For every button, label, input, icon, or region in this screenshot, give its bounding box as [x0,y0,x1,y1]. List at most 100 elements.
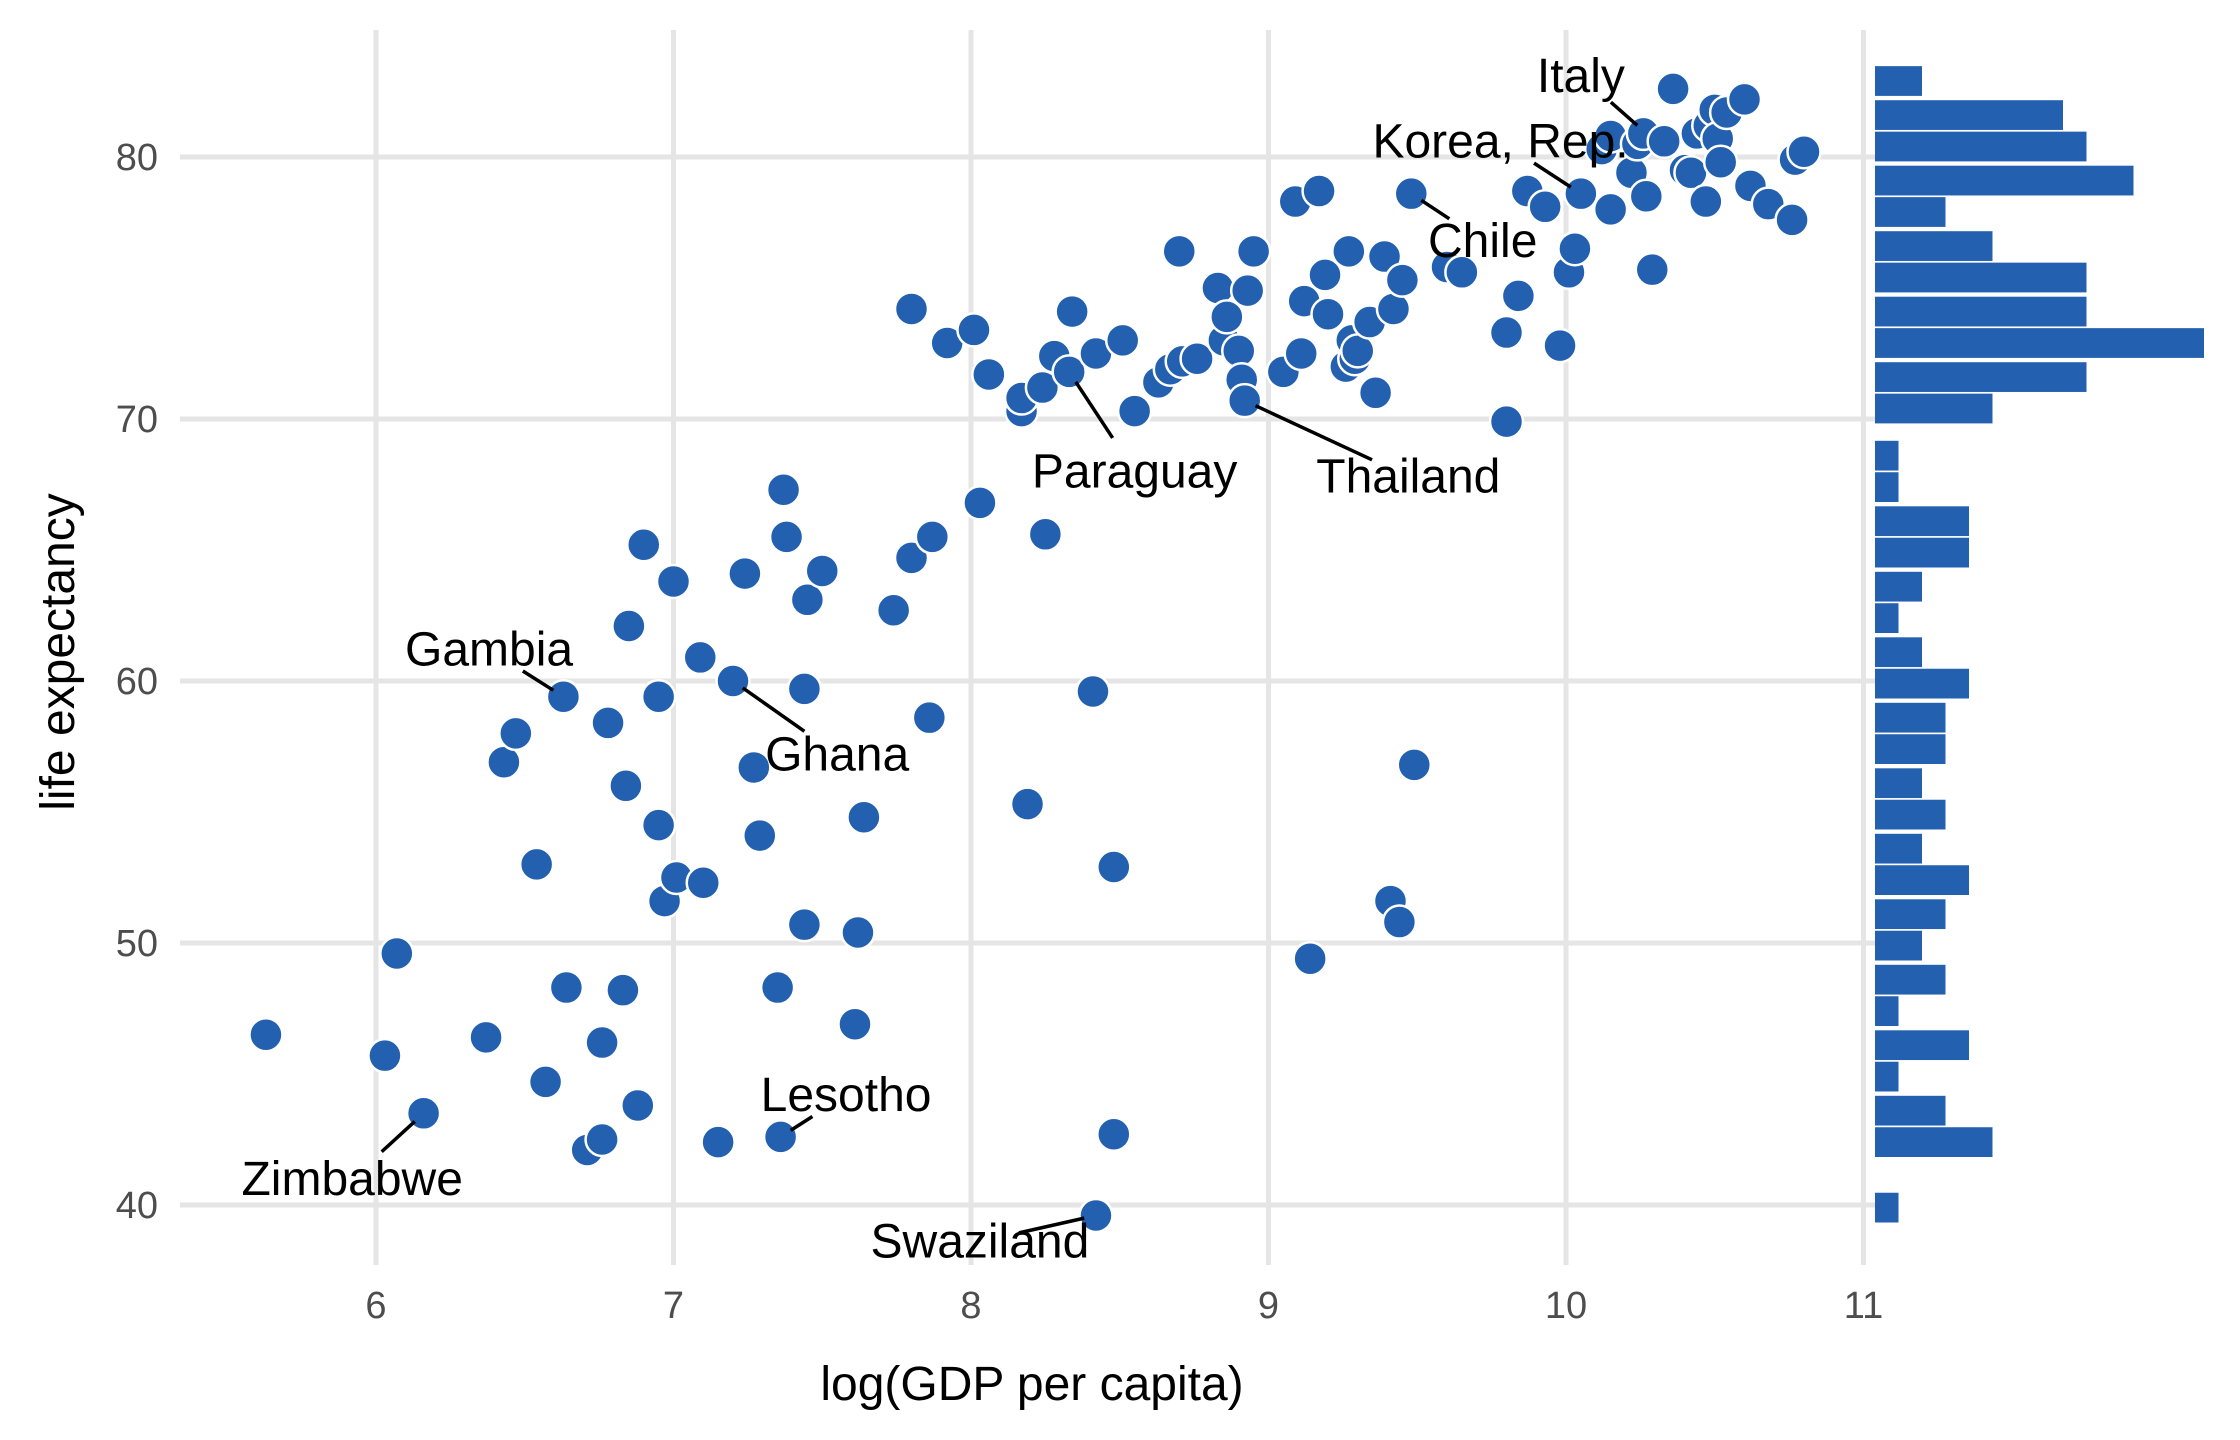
data-point [1096,1116,1132,1153]
data-point [1774,202,1810,238]
data-point [626,527,662,563]
y-tick-label: 60 [116,661,158,703]
x-tick-label: 8 [960,1285,981,1327]
y-tick-label: 40 [116,1185,158,1227]
marginal-histogram [1875,66,2204,1223]
annotation-label: Lesotho [761,1069,932,1122]
data-point [545,678,582,715]
data-point [1384,262,1421,298]
histogram-bar [1875,1030,1969,1061]
data-point [893,540,930,576]
data-point [1229,272,1266,309]
data-point [590,705,626,741]
point-annotations: Italy Korea, Rep. Chile Paraguay Thailand Gam… [241,50,1639,1269]
data-point [1310,296,1346,332]
histogram-bar [1875,1127,1993,1157]
annotation-leader [789,1115,814,1132]
histogram-bar [1875,833,1922,864]
data-point [1786,134,1822,170]
data-point [248,1016,284,1053]
data-point [971,356,1007,393]
histogram-bar [1875,1095,1946,1126]
histogram-bar [1875,131,2087,162]
x-tick-label: 6 [365,1285,386,1327]
histogram-bar [1875,734,1946,764]
data-point [620,1087,656,1124]
data-point [685,864,721,901]
x-axis-title: log(GDP per capita) [820,1358,1243,1411]
data-point [1051,354,1087,390]
histogram-bar [1875,702,1946,733]
data-point [498,715,534,752]
data-point [1488,403,1525,440]
data-point [608,768,644,804]
data-point [786,671,823,707]
x-tick-label: 11 [1844,1285,1883,1327]
data-point [846,799,882,835]
histogram-bar [1875,996,1899,1026]
data-point [1161,233,1197,270]
annotation-label: Ghana [765,728,909,781]
histogram-bar [1875,296,2087,327]
annotation-leader [1609,100,1639,127]
data-point [611,608,647,644]
annotation-leader [741,686,806,733]
annotation-label: Korea, Rep. [1372,115,1628,168]
data-point [715,663,751,699]
data-point [548,969,585,1006]
data-point [1235,233,1272,270]
data-point [1393,175,1430,212]
data-point [1104,322,1141,359]
annotation-label: Italy [1537,50,1625,103]
annotation-leader [521,669,555,692]
data-point [736,749,772,786]
data-point [379,935,415,972]
data-point [605,972,641,1008]
data-points [248,71,1822,1234]
data-point [804,553,840,589]
data-point [1563,175,1599,212]
histogram-bar [1875,472,1899,502]
data-point [1646,123,1682,160]
y-tick-label: 80 [116,137,158,179]
annotation-leader [1018,1216,1085,1235]
data-point [762,1119,799,1155]
data-point [1488,314,1525,351]
data-point [727,555,763,592]
annotation-label: Swaziland [871,1216,1090,1269]
histogram-bar [1875,865,1969,895]
histogram-bar [1875,1192,1899,1223]
data-point [1726,81,1763,118]
annotation-label: Thailand [1316,451,1500,504]
histogram-bar [1875,440,1899,471]
data-point [584,1024,620,1061]
annotation-label: Zimbabwe [241,1153,462,1206]
axis-ticks: 6 7 8 9 10 11 40 50 60 70 80 [116,137,1884,1327]
x-tick-label: 10 [1545,1285,1587,1327]
data-point [640,678,677,715]
data-point [1179,340,1215,377]
data-point [1381,904,1418,940]
histogram-bar [1875,328,2204,358]
histogram-bar [1875,100,2063,130]
histogram-bar [1875,66,1922,96]
annotation-label: Chile [1428,215,1537,268]
data-point [911,699,948,736]
y-tick-label: 50 [116,923,158,965]
data-point [1592,191,1629,228]
data-point [742,817,778,854]
y-axis-title: life expectancy [32,493,85,811]
data-point [1634,251,1671,288]
annotation-leader [1074,380,1115,439]
data-point [914,519,951,555]
data-point [840,914,876,951]
data-point [1444,254,1480,291]
data-point [956,312,992,348]
data-point [468,1019,504,1056]
annotation-label: Paraguay [1032,445,1237,498]
histogram-bar [1875,799,1946,830]
data-point [1292,940,1328,977]
x-tick-label: 9 [1258,1285,1279,1327]
histogram-bar [1875,668,1969,699]
data-point [875,592,912,629]
